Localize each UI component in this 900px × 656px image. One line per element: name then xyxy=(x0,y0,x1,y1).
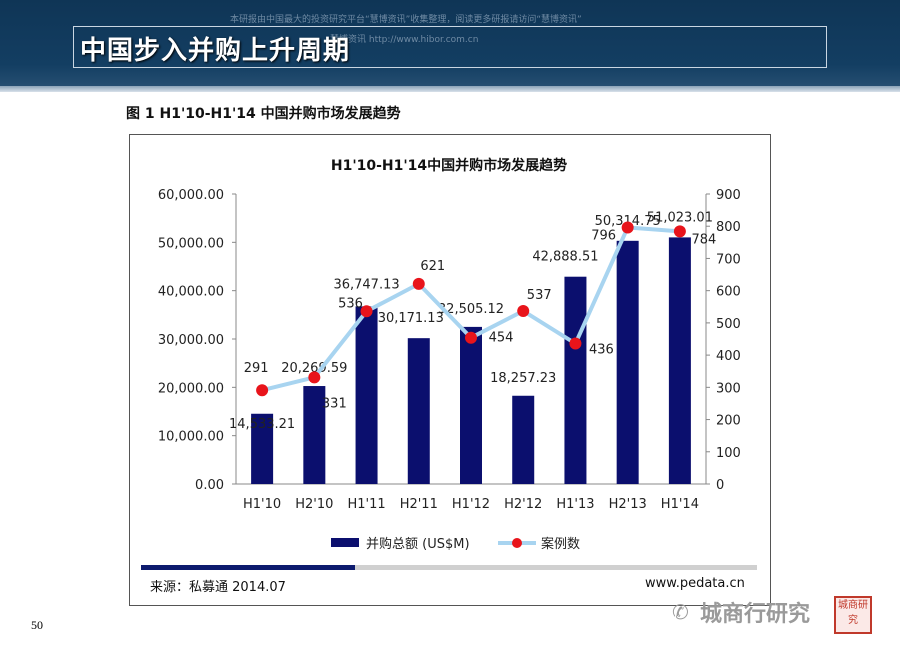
case-count-label: 331 xyxy=(322,396,347,411)
case-count-point xyxy=(256,384,269,397)
footer-rule xyxy=(141,565,757,570)
bar xyxy=(251,413,274,484)
brand-name: 城商行研究 xyxy=(700,602,811,627)
chart-title: H1'10-H1'14中国并购市场发展趋势 xyxy=(331,157,567,174)
source-note: 来源：私募通 2014.07 xyxy=(150,580,286,595)
page-title: 中国步入并购上升周期 xyxy=(80,36,351,66)
y-right-tick-label: 700 xyxy=(716,252,741,267)
figure-caption: 图 1 H1'10-H1'14 中国并购市场发展趋势 xyxy=(126,106,401,122)
bar-value-label: 51,023.01 xyxy=(647,210,713,225)
watermark-url: 慧博资讯 http://www.hibor.com.cn xyxy=(330,35,479,45)
bar-value-label: 20,269.59 xyxy=(281,361,347,376)
brand-seal: 城商研究 xyxy=(834,596,872,634)
case-count-point xyxy=(465,331,477,344)
x-tick-label: H1'14 xyxy=(661,497,699,512)
footer-rule-accent xyxy=(141,565,355,570)
y-left-tick-label: 50,000.00 xyxy=(158,236,224,251)
x-tick-label: H2'13 xyxy=(609,497,647,512)
y-right-tick-label: 800 xyxy=(716,220,741,235)
case-count-label: 621 xyxy=(420,259,445,274)
y-left-tick-label: 0.00 xyxy=(195,478,224,493)
case-count-label: 291 xyxy=(244,361,269,376)
bar xyxy=(407,338,430,484)
bar xyxy=(512,395,535,484)
y-left-tick-label: 30,000.00 xyxy=(158,333,224,348)
title-frame xyxy=(73,26,827,68)
case-count-label: 536 xyxy=(338,296,363,311)
legend-bar-label: 并购总额 (US$M) xyxy=(366,536,470,552)
case-count-label: 796 xyxy=(591,229,616,244)
case-count-label: 537 xyxy=(527,288,552,303)
bar-value-label: 30,171.13 xyxy=(378,311,444,326)
y-left-tick-label: 10,000.00 xyxy=(158,430,224,445)
x-tick-label: H2'10 xyxy=(295,497,333,512)
x-tick-label: H2'11 xyxy=(400,497,438,512)
case-count-label: 436 xyxy=(589,343,614,358)
y-right-tick-label: 300 xyxy=(716,381,741,396)
legend-line-marker xyxy=(512,538,522,548)
bar xyxy=(303,386,326,484)
bar xyxy=(355,306,378,484)
watermark-text: 本研报由中国最大的投资研究平台“慧博资讯”收集整理，阅读更多研报请访问“慧博资讯… xyxy=(230,15,582,25)
y-right-tick-label: 200 xyxy=(716,414,741,429)
source-site: www.pedata.cn xyxy=(645,576,745,591)
y-right-tick-label: 500 xyxy=(716,317,741,332)
bar-value-label: 36,747.13 xyxy=(333,277,399,292)
bar xyxy=(616,240,639,484)
case-count-label: 784 xyxy=(691,232,716,247)
x-tick-label: H1'12 xyxy=(452,497,490,512)
case-count-point xyxy=(308,371,321,384)
bar-value-label: 18,257.23 xyxy=(490,371,556,386)
bar-value-label: 14,533.21 xyxy=(229,417,295,432)
case-count-point xyxy=(621,221,634,234)
case-count-label: 454 xyxy=(489,331,514,346)
x-tick-label: H2'12 xyxy=(504,497,542,512)
y-right-tick-label: 600 xyxy=(716,285,741,300)
slide-header xyxy=(0,0,900,92)
bar xyxy=(668,237,691,484)
bar-value-label: 50,314.75 xyxy=(595,214,661,229)
y-right-tick-label: 900 xyxy=(716,188,741,203)
case-count-point xyxy=(569,337,582,350)
y-left-tick-label: 60,000.00 xyxy=(158,188,224,203)
bar xyxy=(564,276,587,484)
case-count-point xyxy=(412,277,425,290)
y-right-tick-label: 400 xyxy=(716,349,741,364)
legend-bar-swatch xyxy=(331,538,359,547)
y-left-tick-label: 20,000.00 xyxy=(158,381,224,396)
case-count-point xyxy=(360,305,373,318)
y-left-tick-label: 40,000.00 xyxy=(158,285,224,300)
y-right-tick-label: 0 xyxy=(716,478,724,493)
x-tick-label: H1'11 xyxy=(347,497,385,512)
bar xyxy=(460,326,482,484)
wechat-icon: ✆ xyxy=(672,600,689,624)
x-tick-label: H1'10 xyxy=(243,497,281,512)
legend-line-label: 案例数 xyxy=(541,537,580,552)
case-count-point xyxy=(517,304,530,317)
x-tick-label: H1'13 xyxy=(556,497,594,512)
case-count-point xyxy=(673,225,686,238)
page-number: 50 xyxy=(31,618,43,632)
bar-value-label: 42,888.51 xyxy=(532,250,598,265)
bar-value-label: 32,505.12 xyxy=(438,302,504,317)
header-divider xyxy=(0,86,900,92)
y-right-tick-label: 100 xyxy=(716,446,741,461)
